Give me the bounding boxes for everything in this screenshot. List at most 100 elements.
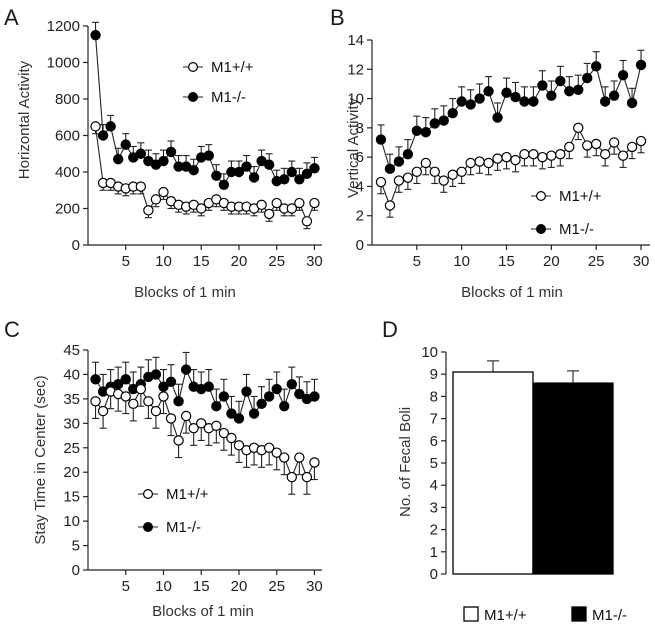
panel-c-point-ko	[173, 396, 184, 407]
panel-a-point-wt	[158, 186, 169, 198]
panel-b-point-ko	[564, 86, 575, 97]
panel-b-point-wt	[420, 157, 432, 169]
panel-b-point-ko	[429, 118, 440, 129]
panel-b-point-wt	[483, 157, 494, 169]
panel-c-point-wt	[196, 418, 207, 429]
panel-b-x-tick-label: 25	[588, 253, 605, 270]
panel-c-legend-marker	[143, 521, 154, 532]
panel-c-point-wt	[165, 413, 177, 424]
panel-c-x-tick-label: 15	[193, 578, 210, 595]
panel-c-point-wt	[135, 383, 147, 395]
ylabel-a: Horizontal Activity	[16, 60, 33, 179]
panel-a-point-ko	[211, 170, 222, 181]
panel-c-point-wt	[158, 391, 169, 402]
panel-b-point-wt	[492, 153, 503, 164]
panel-a-y-tick-label: 400	[55, 164, 80, 181]
panel-a-x-tick-label: 30	[306, 253, 323, 270]
panel-b-x-tick-label: 10	[453, 253, 470, 270]
panel-c-y-tick-label: 15	[63, 489, 80, 506]
panel-d-bar-wt	[452, 371, 534, 575]
panel-d-y-tick-label: 4	[430, 477, 438, 494]
panel-a-point-wt	[286, 203, 298, 214]
panel-c-point-wt	[263, 442, 275, 453]
panel-letter-a: A	[4, 5, 19, 30]
panel-a-point-wt	[294, 197, 305, 209]
panel-b-point-ko	[617, 69, 629, 81]
panel-b-point-wt	[465, 157, 476, 169]
panel-c-point-ko	[120, 374, 131, 385]
panel-a-legend-label: M1+/+	[211, 59, 254, 76]
xlabel-c: Blocks of 1 min	[152, 603, 254, 620]
panel-b-point-ko	[411, 125, 423, 136]
panel-c-point-ko	[286, 379, 298, 390]
panel-c-point-wt	[180, 410, 192, 422]
panel-b-y-tick-label: 4	[356, 178, 364, 195]
panel-b-point-wt	[590, 138, 602, 150]
panel-c-point-wt	[150, 405, 162, 417]
panel-a-point-ko	[286, 166, 298, 178]
panel-b-y-tick-label: 6	[356, 149, 364, 166]
panel-a-point-ko	[263, 159, 275, 170]
panel-c-y-tick-label: 40	[63, 366, 80, 383]
panel-b-point-wt	[528, 149, 539, 160]
panel-b-point-wt	[402, 172, 414, 183]
panel-b-point-wt	[384, 200, 396, 211]
panel-d-y-tick-label: 10	[421, 344, 438, 361]
panel-a-point-wt	[256, 199, 267, 211]
panel-c-y-tick-label: 10	[63, 513, 80, 530]
panel-d-y-tick-label: 2	[430, 522, 438, 539]
panel-b-point-ko	[384, 163, 396, 175]
panel-c-point-wt	[271, 447, 282, 458]
panel-c-point-ko	[294, 388, 305, 400]
panel-a-y-tick-label: 600	[55, 128, 80, 145]
panel-c-x-tick-label: 10	[155, 578, 172, 595]
panel-b-point-wt	[555, 149, 566, 160]
panel-c-point-wt	[188, 423, 199, 434]
panel-a-point-wt	[196, 203, 207, 214]
panel-c-point-wt	[294, 452, 305, 463]
panel-b-point-ko	[492, 112, 503, 123]
panel-b-point-ko	[465, 99, 476, 110]
panel-c-y-tick-label: 35	[63, 391, 80, 408]
panel-a-point-wt	[309, 197, 320, 209]
panel-b-point-wt	[564, 141, 575, 153]
panel-a-y-tick-label: 0	[72, 237, 80, 254]
panel-c-point-wt	[279, 452, 290, 463]
panel-c-point-wt	[97, 405, 109, 417]
panel-d-y-tick-label: 3	[430, 499, 438, 516]
panel-b-x-tick-label: 15	[498, 253, 515, 270]
ylabel-b: Vertical Activity	[345, 97, 362, 198]
panel-b-point-wt	[626, 141, 638, 153]
panel-b-y-tick-label: 0	[356, 237, 364, 254]
panel-b-point-wt	[599, 149, 611, 160]
panel-a-point-ko	[203, 150, 214, 161]
panel-b-point-ko	[456, 96, 467, 107]
panel-a-point-wt	[271, 197, 282, 209]
panel-d: D No. of Fecal Boli 0 1 2 3 4 5 6 7 8 9 10 M1+/+ M1-…	[382, 317, 627, 624]
panel-b-point-wt	[617, 150, 629, 161]
panel-c-point-ko	[233, 413, 245, 424]
panel-b-point-wt	[608, 137, 620, 148]
panel-d-y-tick-label: 9	[430, 366, 438, 383]
panel-b-point-wt	[573, 122, 584, 134]
panel-b-point-ko	[528, 96, 539, 107]
panel-c-point-ko	[248, 408, 260, 419]
panel-d-y-tick-label: 7	[430, 411, 438, 428]
panel-c-point-wt	[301, 471, 313, 483]
panel-c-point-ko	[203, 381, 214, 392]
panel-b-point-ko	[501, 87, 512, 98]
panel-letter-c: C	[4, 317, 20, 342]
panel-a-point-ko	[309, 163, 320, 174]
panel-a-series-line-ko	[94, 35, 315, 186]
panel-b-point-wt	[519, 149, 530, 160]
panel-b-point-wt	[537, 151, 548, 163]
panel-a-point-ko	[241, 161, 252, 172]
panel-b-x-tick-label: 5	[413, 253, 421, 270]
panel-c-y-tick-label: 5	[72, 538, 80, 555]
panel-d-y-tick-label: 8	[430, 388, 438, 405]
panel-b-point-ko	[510, 91, 521, 103]
panel-a-point-ko	[233, 166, 245, 178]
panel-c-point-ko	[218, 391, 230, 402]
panel-a-point-ko	[112, 154, 124, 165]
panel-a-point-ko	[188, 164, 199, 176]
